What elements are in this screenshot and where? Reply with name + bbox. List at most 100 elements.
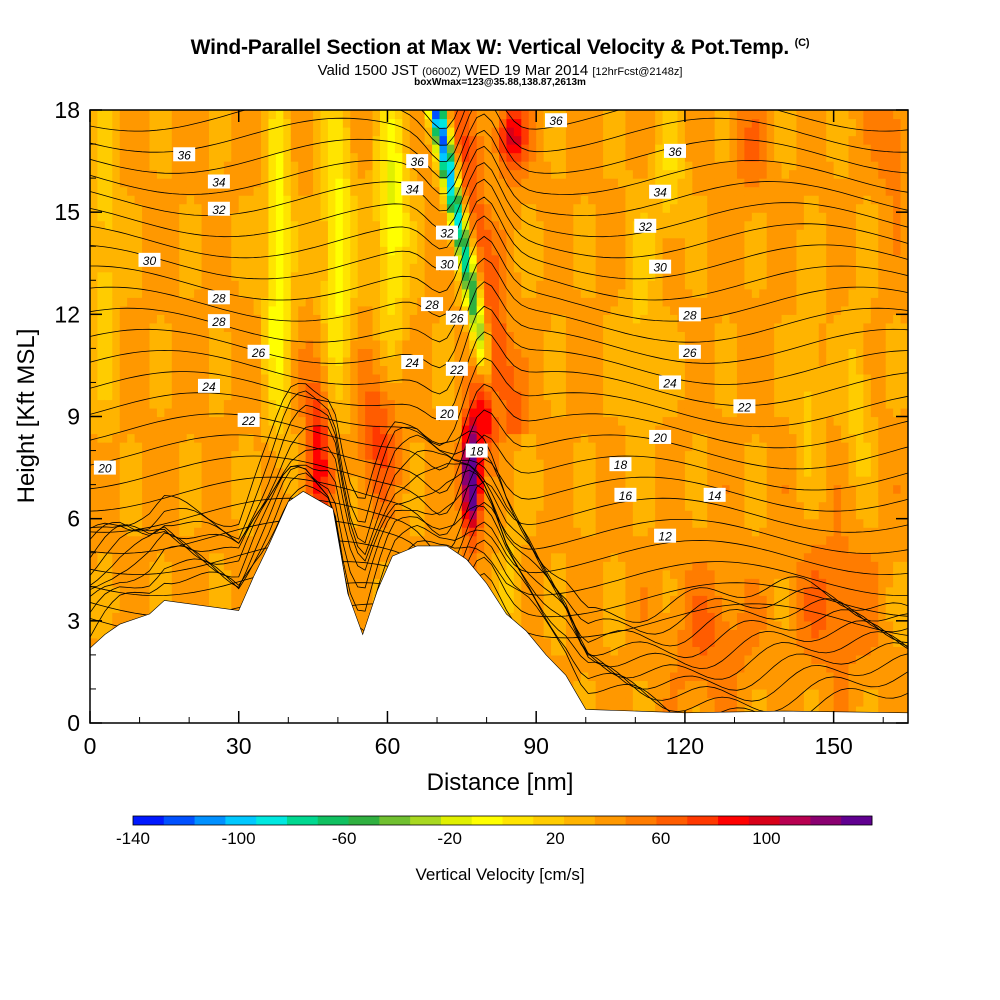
velocity-cell bbox=[127, 254, 136, 264]
velocity-cell bbox=[439, 476, 448, 486]
velocity-cell bbox=[536, 203, 545, 213]
velocity-cell bbox=[246, 544, 255, 554]
velocity-cell bbox=[484, 254, 493, 264]
velocity-cell bbox=[499, 314, 508, 324]
velocity-cell bbox=[142, 152, 151, 162]
velocity-cell bbox=[387, 271, 396, 281]
velocity-cell bbox=[409, 535, 418, 545]
velocity-cell bbox=[439, 203, 448, 213]
velocity-cell bbox=[112, 118, 121, 128]
velocity-cell bbox=[536, 220, 545, 230]
velocity-cell bbox=[335, 484, 344, 494]
velocity-cell bbox=[253, 382, 262, 392]
velocity-cell bbox=[372, 535, 381, 545]
velocity-cell bbox=[119, 399, 128, 409]
velocity-cell bbox=[149, 382, 158, 392]
velocity-cell bbox=[335, 373, 344, 384]
velocity-cell bbox=[119, 476, 128, 486]
velocity-cell bbox=[454, 425, 463, 435]
velocity-cell bbox=[394, 212, 403, 222]
velocity-cell bbox=[454, 416, 463, 426]
velocity-cell bbox=[149, 552, 158, 562]
velocity-cell bbox=[149, 373, 158, 384]
velocity-cell bbox=[573, 118, 582, 128]
velocity-cell bbox=[387, 161, 396, 171]
velocity-cell bbox=[394, 271, 403, 281]
velocity-cell bbox=[246, 510, 255, 520]
velocity-cell bbox=[484, 561, 493, 571]
velocity-cell bbox=[186, 416, 195, 426]
velocity-cell bbox=[134, 263, 143, 273]
velocity-cell bbox=[156, 314, 165, 324]
velocity-cell bbox=[246, 365, 255, 375]
velocity-cell bbox=[387, 322, 396, 332]
velocity-cell bbox=[275, 322, 284, 332]
velocity-cell bbox=[409, 331, 418, 341]
velocity-cell bbox=[365, 518, 374, 528]
velocity-cell bbox=[469, 527, 478, 537]
velocity-cell bbox=[201, 280, 210, 290]
velocity-cell bbox=[261, 212, 270, 222]
velocity-cell bbox=[551, 561, 560, 571]
velocity-cell bbox=[424, 407, 433, 418]
velocity-cell bbox=[380, 161, 389, 171]
velocity-cell bbox=[261, 527, 270, 537]
velocity-cell bbox=[298, 373, 307, 384]
velocity-cell bbox=[268, 305, 277, 315]
velocity-cell bbox=[112, 322, 121, 332]
velocity-cell bbox=[387, 246, 396, 256]
velocity-cell bbox=[142, 135, 151, 145]
velocity-cell bbox=[573, 484, 582, 494]
velocity-cell bbox=[536, 322, 545, 332]
velocity-cell bbox=[394, 501, 403, 511]
velocity-cell bbox=[528, 195, 537, 205]
velocity-cell bbox=[513, 493, 522, 503]
velocity-cell bbox=[565, 186, 574, 196]
velocity-cell bbox=[454, 348, 463, 358]
velocity-cell bbox=[238, 382, 247, 392]
velocity-cell bbox=[402, 373, 411, 384]
velocity-cell bbox=[432, 135, 441, 145]
velocity-cell bbox=[216, 127, 225, 137]
velocity-cell bbox=[521, 186, 530, 196]
velocity-cell bbox=[588, 459, 597, 469]
velocity-cell bbox=[536, 110, 545, 120]
velocity-cell bbox=[461, 220, 470, 230]
velocity-cell bbox=[476, 476, 485, 486]
velocity-cell bbox=[350, 493, 359, 503]
velocity-cell bbox=[327, 169, 336, 179]
velocity-cell bbox=[365, 356, 374, 367]
velocity-cell bbox=[372, 203, 381, 213]
velocity-cell bbox=[238, 569, 247, 579]
velocity-cell bbox=[580, 229, 589, 239]
velocity-cell bbox=[506, 135, 515, 145]
velocity-cell bbox=[231, 212, 240, 222]
velocity-cell bbox=[119, 246, 128, 256]
velocity-cell bbox=[171, 407, 180, 418]
velocity-cell bbox=[439, 493, 448, 503]
velocity-cell bbox=[127, 135, 136, 145]
velocity-cell bbox=[327, 407, 336, 418]
velocity-cell bbox=[499, 578, 508, 588]
velocity-cell bbox=[171, 467, 180, 477]
velocity-cell bbox=[246, 433, 255, 443]
velocity-cell bbox=[409, 476, 418, 486]
velocity-cell bbox=[142, 407, 151, 418]
velocity-cell bbox=[350, 365, 359, 375]
velocity-cell bbox=[179, 425, 188, 435]
velocity-cell bbox=[342, 476, 351, 486]
velocity-cell bbox=[246, 356, 255, 367]
velocity-cell bbox=[551, 169, 560, 179]
velocity-cell bbox=[298, 399, 307, 409]
velocity-cell bbox=[320, 169, 329, 179]
velocity-cell bbox=[119, 586, 128, 596]
velocity-cell bbox=[588, 629, 597, 639]
velocity-cell bbox=[186, 297, 195, 307]
velocity-cell bbox=[112, 152, 121, 162]
velocity-cell bbox=[313, 152, 322, 162]
velocity-cell bbox=[320, 152, 329, 162]
velocity-cell bbox=[104, 186, 113, 196]
velocity-cell bbox=[238, 314, 247, 324]
velocity-cell bbox=[97, 365, 106, 375]
velocity-cell bbox=[484, 373, 493, 384]
